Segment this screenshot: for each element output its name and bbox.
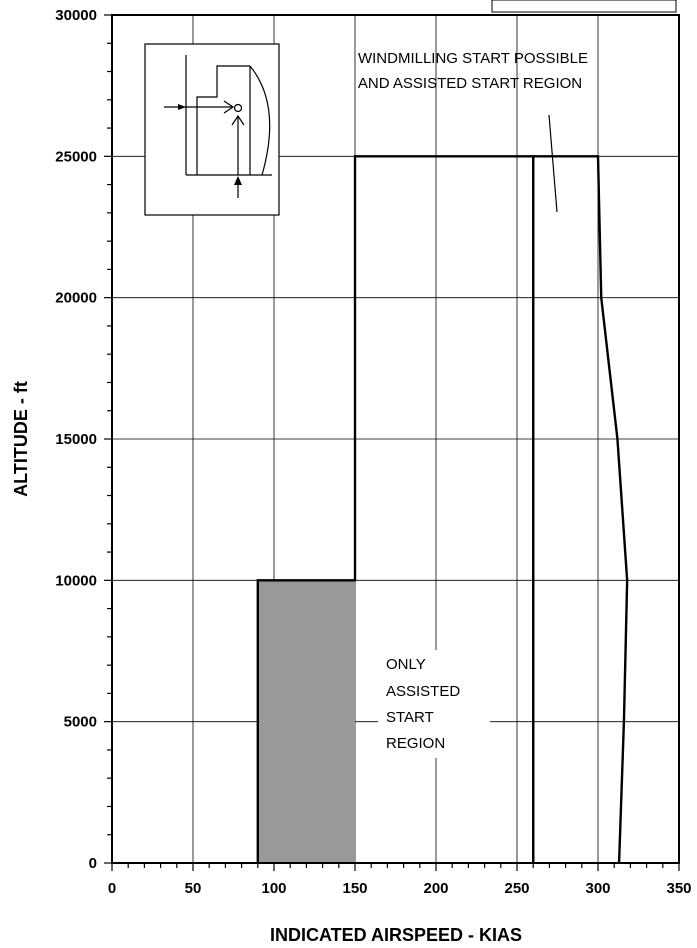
annotation-only-line-4: REGION: [386, 735, 445, 752]
legend-frame: [491, 0, 677, 13]
y-tick-label: 20000: [55, 290, 97, 307]
y-tick-label: 25000: [55, 148, 97, 165]
engine-inlet-inset-icon: [144, 43, 280, 216]
x-tick-label: 250: [504, 880, 529, 897]
plot-frame: [111, 14, 680, 864]
region-outline-windmilling: [532, 155, 629, 864]
x-tick-label: 150: [342, 880, 367, 897]
y-tick-label: 10000: [55, 572, 97, 589]
y-ticks: 0 5000 10000 15000 20000 25000 30000: [55, 7, 112, 872]
annotation-leader-line: [548, 114, 558, 213]
annotation-windmilling-line-1: WINDMILLING START POSSIBLE: [358, 50, 588, 67]
shaded-region-only-assisted: [257, 580, 355, 863]
y-tick-label: 15000: [55, 431, 97, 448]
annotation-background: [378, 650, 490, 758]
y-tick-label: 30000: [55, 7, 97, 24]
x-tick-label: 50: [185, 880, 202, 897]
annotation-only-line-1: ONLY: [386, 656, 426, 673]
x-tick-label: 300: [585, 880, 610, 897]
y-tick-label: 5000: [64, 714, 97, 731]
x-tick-label: 350: [666, 880, 691, 897]
annotation-only-line-2: ASSISTED: [386, 683, 460, 700]
x-tick-label: 0: [108, 880, 116, 897]
x-tick-label: 100: [261, 880, 286, 897]
x-axis-title: INDICATED AIRSPEED - KIAS: [270, 925, 522, 945]
y-axis-title: ALTITUDE - ft: [11, 381, 31, 497]
x-ticks: 0 50 100 150 200 250 300 350: [108, 863, 692, 897]
y-tick-label: 0: [89, 855, 97, 872]
annotation-only-line-3: START: [386, 709, 434, 726]
x-tick-label: 200: [423, 880, 448, 897]
annotation-windmilling-line-2: AND ASSISTED START REGION: [358, 75, 582, 92]
